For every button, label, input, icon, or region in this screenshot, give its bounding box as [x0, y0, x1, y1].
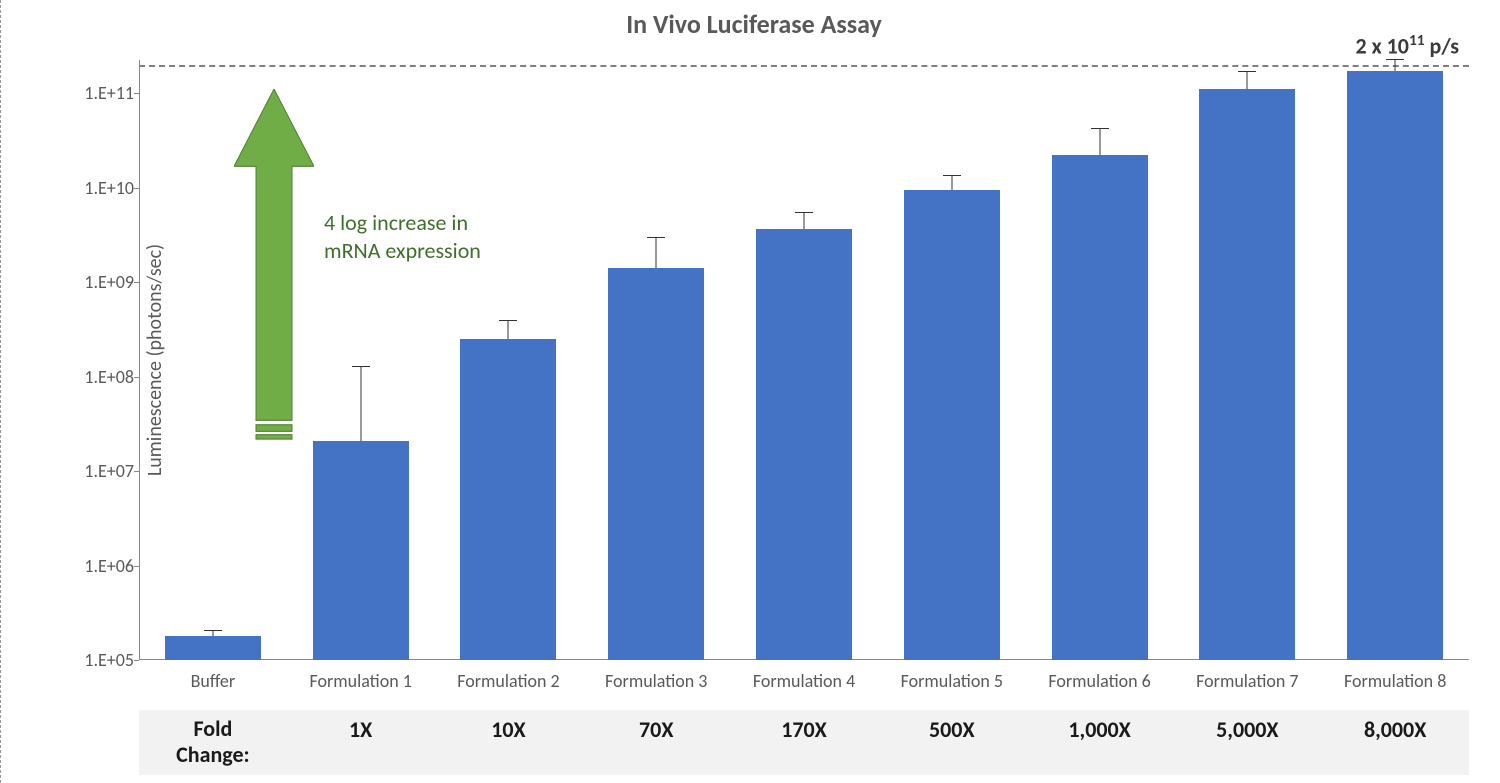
- error-cap: [795, 212, 813, 213]
- error-cap: [1091, 128, 1109, 129]
- bar: [904, 190, 1000, 660]
- bar-slot: Formulation 2: [435, 60, 583, 660]
- category-label: Formulation 5: [878, 660, 1026, 692]
- bar-slot: Formulation 5: [878, 60, 1026, 660]
- error-bar: [1247, 71, 1248, 89]
- fold-change-header: FoldChange:: [139, 710, 287, 775]
- bar-slot: Buffer: [139, 60, 287, 660]
- category-label: Formulation 7: [1173, 660, 1321, 692]
- category-label: Formulation 2: [435, 660, 583, 692]
- error-bar: [508, 320, 509, 339]
- fold-change-cell: 10X: [435, 710, 583, 775]
- fold-change-cell: 8,000X: [1321, 710, 1469, 775]
- error-cap: [943, 175, 961, 176]
- fold-change-cell: 1,000X: [1026, 710, 1174, 775]
- category-label: Formulation 3: [582, 660, 730, 692]
- bar: [1347, 71, 1443, 660]
- category-label: Buffer: [139, 660, 287, 692]
- category-label: Formulation 8: [1321, 660, 1469, 692]
- y-tick-label: 1.E+09: [59, 271, 134, 293]
- error-cap: [647, 237, 665, 238]
- fold-change-cell: 1X: [287, 710, 435, 775]
- bars-group: BufferFormulation 1Formulation 2Formulat…: [139, 60, 1469, 660]
- error-bar: [804, 212, 805, 229]
- y-tick-label: 1.E+07: [59, 460, 134, 482]
- error-bar: [360, 366, 361, 441]
- fold-change-cell: 170X: [730, 710, 878, 775]
- category-label: Formulation 4: [730, 660, 878, 692]
- error-cap: [1238, 71, 1256, 72]
- error-cap: [352, 366, 370, 367]
- category-label: Formulation 1: [287, 660, 435, 692]
- top-annotation: 2 x 1011 p/s: [1355, 31, 1459, 59]
- error-bar: [1099, 128, 1100, 156]
- error-cap: [499, 320, 517, 321]
- chart-title: In Vivo Luciferase Assay: [19, 8, 1489, 40]
- bar-slot: Formulation 1: [287, 60, 435, 660]
- y-tick-label: 1.E+10: [59, 177, 134, 199]
- bar: [313, 441, 409, 660]
- bar: [460, 339, 556, 660]
- bar: [1052, 155, 1148, 660]
- error-bar: [951, 175, 952, 189]
- bar: [1199, 89, 1295, 660]
- error-cap: [204, 630, 222, 631]
- bar: [756, 229, 852, 660]
- bar-slot: Formulation 6: [1026, 60, 1174, 660]
- error-bar: [1395, 59, 1396, 71]
- chart-container: In Vivo Luciferase Assay Luminescence (p…: [19, 0, 1489, 783]
- bar-slot: Formulation 4: [730, 60, 878, 660]
- bar: [608, 268, 704, 660]
- fold-change-cell: 500X: [878, 710, 1026, 775]
- y-tick-label: 1.E+06: [59, 555, 134, 577]
- y-tick-label: 1.E+11: [59, 82, 134, 104]
- error-cap: [1386, 59, 1404, 60]
- error-bar: [656, 237, 657, 268]
- fold-change-cell: 5,000X: [1173, 710, 1321, 775]
- bar-slot: Formulation 7: [1173, 60, 1321, 660]
- y-tick-label: 1.E+05: [59, 649, 134, 671]
- bar: [165, 636, 261, 660]
- fold-change-cell: 70X: [582, 710, 730, 775]
- y-tick-label: 1.E+08: [59, 366, 134, 388]
- bar-slot: Formulation 3: [582, 60, 730, 660]
- bar-slot: Formulation 8: [1321, 60, 1469, 660]
- fold-change-table: FoldChange:1X10X70X170X500X1,000X5,000X8…: [139, 710, 1469, 775]
- category-label: Formulation 6: [1026, 660, 1174, 692]
- plot-area: Luminescence (photons/sec) 1.E+051.E+061…: [139, 60, 1469, 660]
